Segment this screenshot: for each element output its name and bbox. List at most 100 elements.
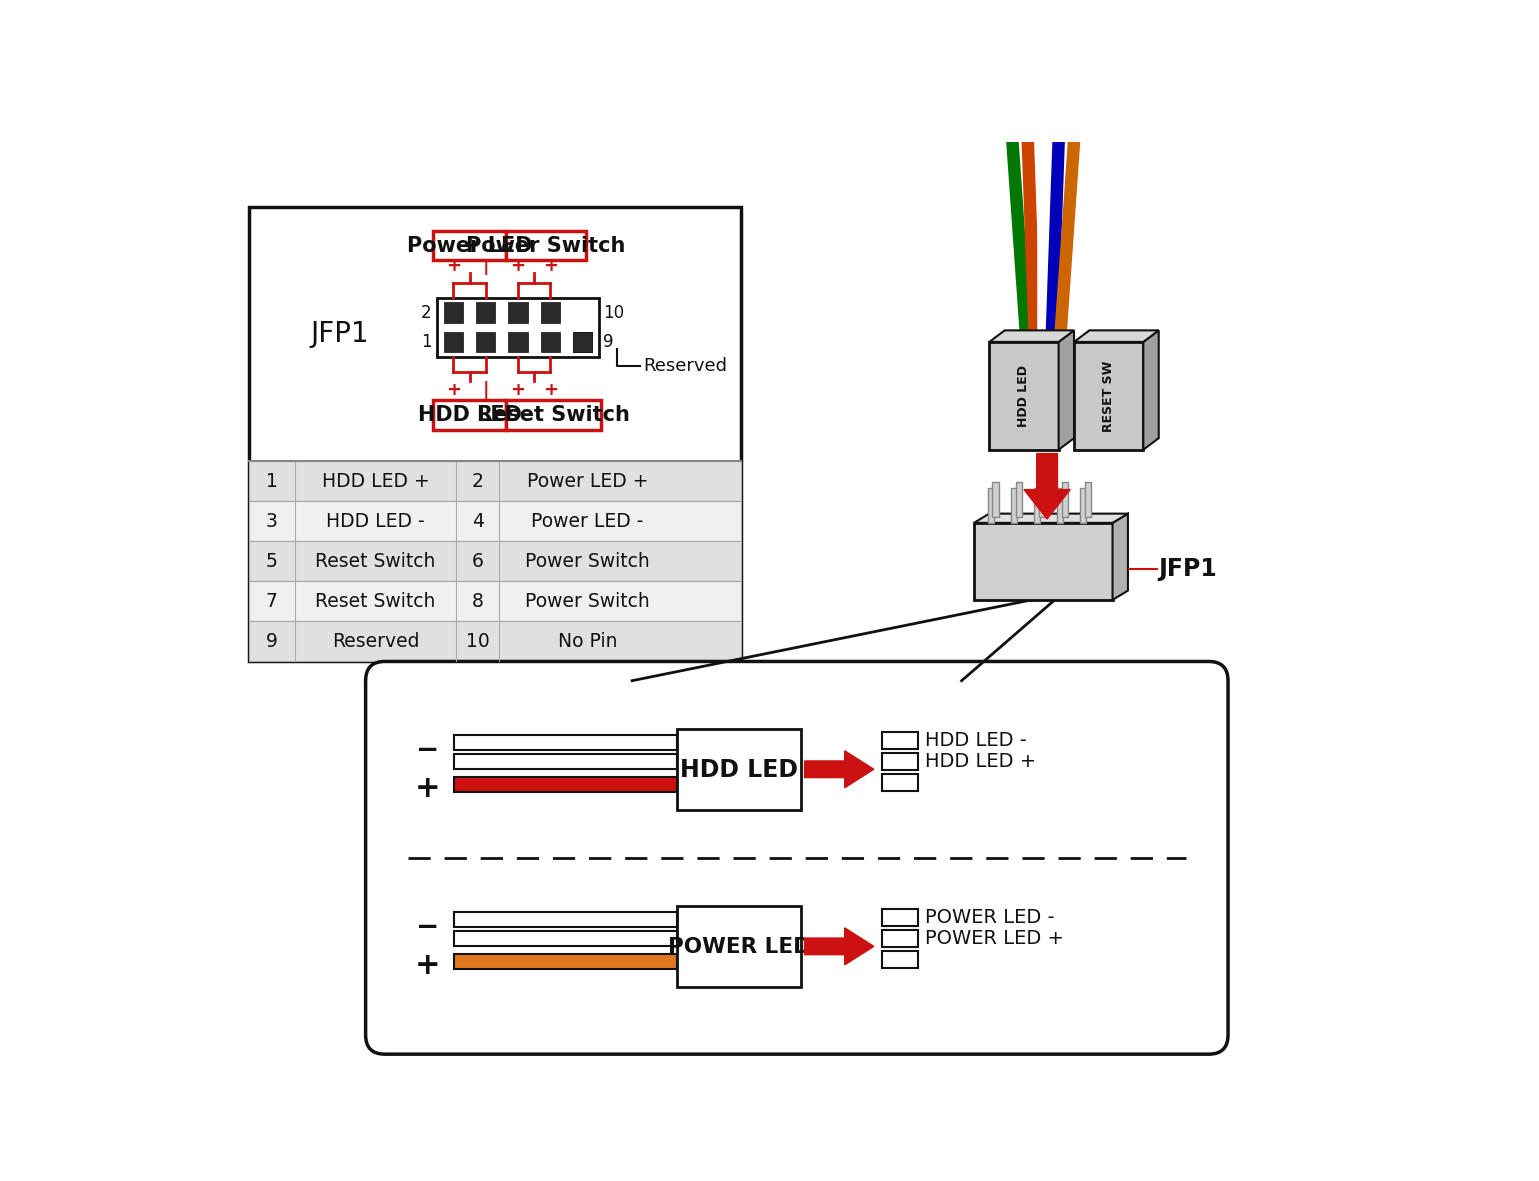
Text: HDD LED: HDD LED	[417, 405, 522, 425]
Bar	[1062, 482, 1068, 517]
Bar	[454, 954, 677, 970]
Bar	[974, 523, 1113, 600]
Text: 10: 10	[466, 632, 489, 651]
Bar	[454, 753, 677, 769]
Text: 1: 1	[422, 333, 432, 351]
Bar	[443, 332, 463, 352]
Text: JFP1: JFP1	[1159, 557, 1217, 581]
Bar	[1011, 488, 1017, 523]
Text: 7: 7	[266, 592, 277, 611]
Bar	[882, 753, 919, 770]
Bar	[454, 735, 677, 750]
Bar	[882, 909, 919, 926]
Text: 8: 8	[472, 592, 483, 611]
Polygon shape	[805, 928, 874, 965]
Text: HDD LED +: HDD LED +	[322, 471, 429, 491]
Polygon shape	[990, 331, 1074, 342]
Text: +: +	[414, 951, 440, 980]
Bar	[1016, 482, 1022, 517]
Bar	[506, 231, 586, 260]
Bar	[508, 302, 528, 322]
Bar	[1034, 488, 1040, 523]
FancyBboxPatch shape	[366, 661, 1228, 1055]
Bar	[437, 298, 599, 357]
Bar	[882, 931, 919, 947]
Text: 2: 2	[422, 304, 432, 321]
Text: POWER LED +: POWER LED +	[925, 929, 1063, 948]
Bar	[476, 332, 496, 352]
Text: +: +	[543, 256, 559, 275]
Text: 3: 3	[266, 511, 277, 530]
Bar	[443, 302, 463, 322]
Text: −: −	[416, 736, 439, 764]
Text: Reset Switch: Reset Switch	[315, 552, 436, 570]
Bar	[882, 951, 919, 968]
Text: Power LED -: Power LED -	[531, 511, 643, 530]
Text: POWER LED: POWER LED	[668, 937, 811, 957]
Text: RESET SW: RESET SW	[1102, 360, 1116, 431]
Polygon shape	[805, 751, 874, 788]
Bar	[454, 777, 677, 792]
Text: 9: 9	[266, 632, 277, 651]
Bar	[882, 774, 919, 791]
Text: +: +	[511, 256, 526, 275]
Bar	[573, 332, 593, 352]
Text: Power Switch: Power Switch	[525, 592, 649, 611]
Text: HDD LED +: HDD LED +	[925, 752, 1036, 771]
Text: HDD LED -: HDD LED -	[326, 511, 425, 530]
Polygon shape	[1023, 454, 1070, 518]
Bar	[882, 732, 919, 749]
Bar	[990, 342, 1059, 450]
Polygon shape	[1113, 514, 1128, 600]
Bar	[993, 482, 999, 517]
Text: |: |	[483, 256, 489, 275]
Bar	[540, 332, 560, 352]
Bar	[1080, 488, 1087, 523]
Text: HDD LED: HDD LED	[680, 758, 799, 782]
Text: HDD LED: HDD LED	[1017, 365, 1031, 426]
Polygon shape	[974, 514, 1128, 523]
Text: Power LED +: Power LED +	[526, 471, 648, 491]
Text: JFP1: JFP1	[311, 320, 369, 348]
Text: 6: 6	[472, 552, 483, 570]
Text: 10: 10	[603, 304, 623, 321]
Bar	[249, 541, 742, 581]
Bar	[1085, 482, 1091, 517]
Text: HDD LED -: HDD LED -	[925, 731, 1027, 750]
Bar	[249, 621, 742, 661]
Polygon shape	[1143, 331, 1159, 450]
Bar	[434, 400, 506, 430]
Text: Power LED: Power LED	[406, 236, 532, 255]
Text: Reset Switch: Reset Switch	[315, 592, 436, 611]
Bar	[508, 332, 528, 352]
Polygon shape	[1074, 331, 1159, 342]
Text: Reserved: Reserved	[332, 632, 420, 651]
Text: Power Switch: Power Switch	[525, 552, 649, 570]
Bar	[1057, 488, 1063, 523]
Text: +: +	[414, 774, 440, 803]
Bar	[434, 231, 506, 260]
Bar	[249, 207, 742, 661]
Bar	[540, 302, 560, 322]
Text: +: +	[446, 256, 460, 275]
Text: Reserved: Reserved	[643, 357, 726, 374]
Bar	[1039, 482, 1045, 517]
Bar	[677, 906, 800, 987]
Text: +: +	[511, 381, 526, 399]
Text: −: −	[416, 913, 439, 941]
Bar	[573, 332, 593, 352]
Text: POWER LED -: POWER LED -	[925, 908, 1054, 927]
Text: |: |	[483, 381, 489, 399]
Bar	[454, 912, 677, 927]
Text: +: +	[446, 381, 460, 399]
Bar	[677, 729, 800, 810]
Bar	[249, 462, 742, 501]
Text: 2: 2	[472, 471, 483, 491]
Bar	[506, 400, 602, 430]
Text: No Pin: No Pin	[557, 632, 617, 651]
Bar	[988, 488, 994, 523]
Bar	[1074, 342, 1143, 450]
Text: 5: 5	[266, 552, 277, 570]
Text: Reset Switch: Reset Switch	[477, 405, 629, 425]
Bar	[249, 501, 742, 541]
